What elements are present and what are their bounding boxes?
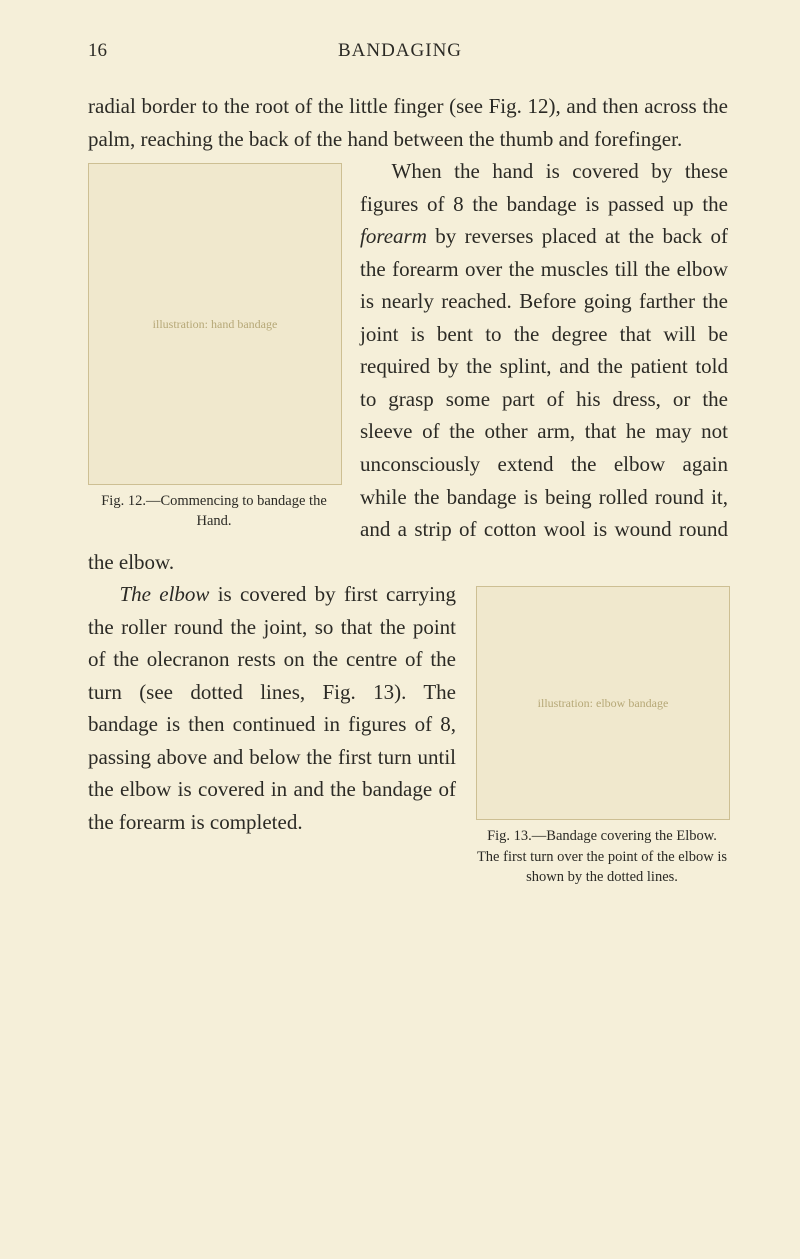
figure-13-caption: Fig. 13.—Bandage covering the Elbow. The… (476, 826, 728, 887)
paragraph-2-em: forearm (360, 224, 427, 248)
page: 16 BANDAGING radial border to the root o… (0, 0, 800, 1259)
paragraph-3-em: The elbow (120, 582, 210, 606)
figure-13-image: illustration: elbow bandage (476, 586, 730, 820)
figure-12-caption: Fig. 12.—Commencing to bandage the Hand. (88, 491, 340, 532)
running-title: BANDAGING (338, 40, 462, 62)
figure-12: illustration: hand bandage Fig. 12.—Comm… (88, 163, 340, 532)
figure-13: illustration: elbow bandage Fig. 13.—Ban… (476, 586, 728, 887)
paragraph-3-a: is covered by first carrying the roller … (88, 582, 456, 834)
figure-12-image: illustration: hand bandage (88, 163, 342, 485)
page-number: 16 (88, 40, 107, 62)
paragraph-1: radial border to the root of the little … (88, 90, 728, 155)
paragraph-2-a: When the hand is covered by these figure… (360, 159, 728, 216)
text-body: radial border to the root of the little … (88, 90, 728, 839)
running-header: 16 BANDAGING (88, 40, 728, 62)
